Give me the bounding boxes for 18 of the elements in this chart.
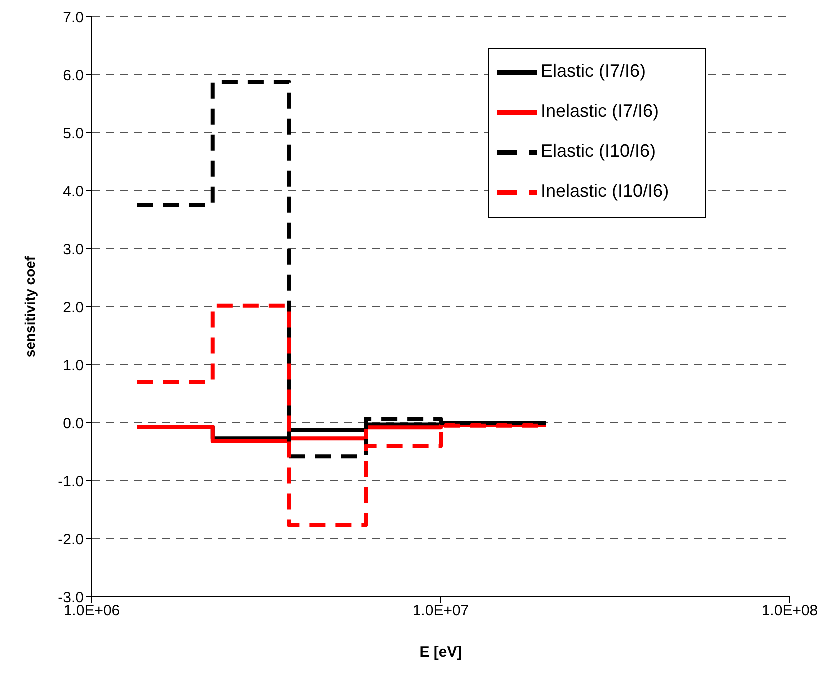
y-tick-label: 4.0	[63, 183, 84, 200]
legend-label: Elastic (I10/I6)	[541, 141, 656, 162]
y-tick-label: 5.0	[63, 125, 84, 142]
y-tick-label: 7.0	[63, 9, 84, 26]
y-tick-label: 0.0	[63, 415, 84, 432]
legend-label: Elastic (I7/I6)	[541, 61, 646, 82]
y-axis-title: sensitivity coef	[22, 256, 38, 358]
legend-label: Inelastic (I10/I6)	[541, 181, 670, 202]
x-axis-title: E [eV]	[420, 644, 462, 661]
x-tick-label: 1.0E+07	[412, 602, 470, 620]
legend-label: Inelastic (I7/I6)	[541, 101, 660, 122]
y-tick-label: 1.0	[63, 357, 84, 374]
y-tick-label: 3.0	[63, 241, 84, 258]
y-tick-label: -1.0	[58, 473, 84, 490]
x-tick-label: 1.0E+08	[762, 602, 818, 620]
y-tick-label: 6.0	[63, 67, 84, 84]
y-tick-label: -2.0	[58, 531, 84, 548]
y-tick-label: 2.0	[63, 299, 84, 316]
